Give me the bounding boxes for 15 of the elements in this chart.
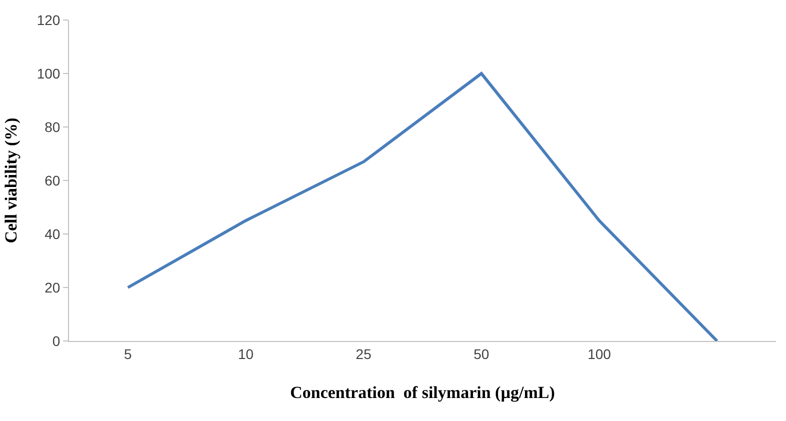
y-tick-label: 60 [44, 172, 60, 188]
y-axis-title: Cell viability (%) [1, 118, 20, 244]
y-tick-label: 100 [36, 65, 60, 82]
y-tick-label: 0 [52, 332, 60, 349]
y-tick-label: 40 [44, 226, 60, 242]
y-tick-label: 20 [44, 279, 60, 296]
line-series [126, 72, 719, 341]
y-tick-label: 120 [36, 12, 60, 28]
x-tick-label: 50 [474, 346, 490, 362]
x-tick-label: 100 [588, 346, 612, 362]
x-tick-label: 10 [238, 346, 254, 362]
y-tick-label: 80 [44, 118, 60, 135]
x-tick-label: 5 [124, 346, 132, 362]
x-tick-label: 25 [356, 346, 372, 362]
x-axis-title: Concentration of silymarin (µg/mL) [290, 383, 555, 402]
